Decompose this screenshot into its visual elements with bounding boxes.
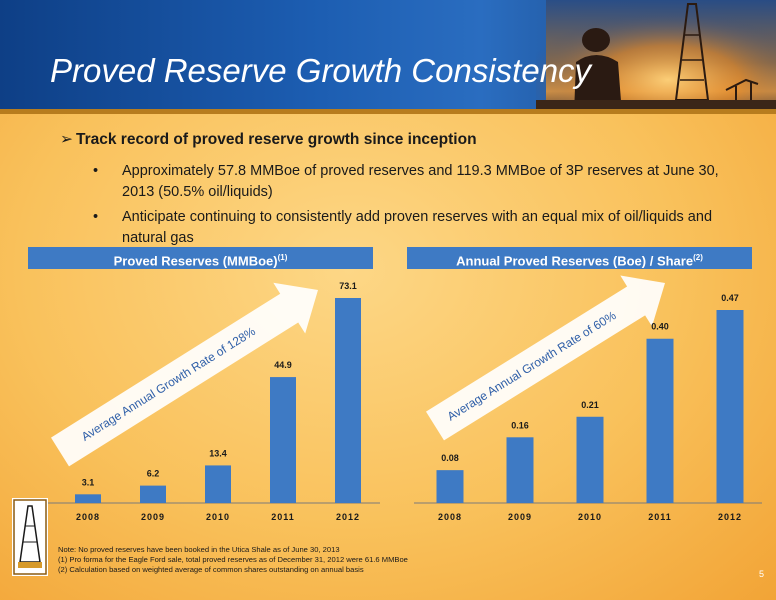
page-title: Proved Reserve Growth Consistency bbox=[50, 52, 592, 89]
bar-2010 bbox=[205, 465, 231, 503]
bar-2012 bbox=[716, 310, 744, 503]
data-label: 0.21 bbox=[581, 400, 599, 410]
header-rule bbox=[0, 109, 776, 114]
footnotes: Note: No proved reserves have been booke… bbox=[58, 545, 618, 575]
data-label: 3.1 bbox=[82, 477, 95, 487]
derrick-logo-icon bbox=[13, 499, 47, 575]
bar-2012 bbox=[335, 298, 361, 503]
chart-title-text: Proved Reserves (MMBoe) bbox=[113, 253, 278, 269]
sub-bullet-1: • Approximately 57.8 MMBoe of proved res… bbox=[93, 161, 735, 203]
bar-2011 bbox=[646, 338, 674, 503]
tick-label: 2010 bbox=[206, 512, 230, 522]
chart-title-left: Proved Reserves (MMBoe)(1) bbox=[28, 247, 373, 269]
bar-2008 bbox=[436, 470, 464, 503]
sub-bullet-text: Approximately 57.8 MMBoe of proved reser… bbox=[122, 163, 719, 200]
bar-2011 bbox=[270, 377, 296, 503]
chart-title-right: Annual Proved Reserves (Boe) / Share(2) bbox=[407, 247, 752, 269]
chart-title-text: Annual Proved Reserves (Boe) / Share bbox=[456, 253, 694, 269]
sub-bullet-2: • Anticipate continuing to consistently … bbox=[93, 207, 735, 249]
sub-bullet-text: Anticipate continuing to consistently ad… bbox=[122, 209, 713, 246]
arrow-bullet-icon: ➢ bbox=[60, 131, 73, 148]
tick-label: 2012 bbox=[336, 512, 360, 522]
page-number: 5 bbox=[758, 569, 764, 579]
growth-arrow-shape bbox=[426, 275, 665, 441]
company-logo bbox=[12, 498, 48, 576]
bar-2009 bbox=[140, 485, 166, 503]
data-label: 44.9 bbox=[274, 360, 292, 370]
note-line: (1) Pro forma for the Eagle Ford sale, t… bbox=[58, 555, 408, 564]
growth-rate-label: Average Annual Growth Rate of 128% bbox=[79, 324, 258, 444]
oil-rig-photo bbox=[536, 0, 776, 114]
data-label: 0.16 bbox=[511, 420, 529, 430]
main-bullet: ➢ Track record of proved reserve growth s… bbox=[60, 130, 477, 149]
growth-arrow-shape bbox=[51, 282, 318, 467]
bullet-dot-icon: • bbox=[93, 163, 99, 179]
data-label: 6.2 bbox=[147, 469, 160, 479]
tick-label: 2011 bbox=[271, 512, 295, 522]
tick-label: 2011 bbox=[648, 512, 672, 522]
chart-title-sup: (2) bbox=[693, 253, 703, 262]
data-label: 0.40 bbox=[651, 322, 669, 332]
data-label: 0.47 bbox=[721, 293, 739, 303]
bar-2010 bbox=[576, 416, 604, 503]
tick-label: 2008 bbox=[76, 512, 100, 522]
bullet-dot-icon: • bbox=[93, 209, 99, 225]
bar-2008 bbox=[75, 494, 101, 503]
note-line: (2) Calculation based on weighted averag… bbox=[58, 565, 364, 574]
tick-label: 2008 bbox=[438, 512, 462, 522]
tick-label: 2009 bbox=[141, 512, 165, 522]
data-label: 73.1 bbox=[339, 281, 357, 291]
main-bullet-text: Track record of proved reserve growth si… bbox=[76, 131, 477, 148]
chart-title-sup: (1) bbox=[277, 253, 288, 262]
data-label: 13.4 bbox=[209, 448, 227, 458]
bar-2009 bbox=[506, 437, 534, 503]
tick-label: 2012 bbox=[718, 512, 742, 522]
data-label: 0.08 bbox=[441, 453, 459, 463]
tick-label: 2009 bbox=[508, 512, 532, 522]
tick-label: 2010 bbox=[578, 512, 602, 522]
note-line: Note: No proved reserves have been booke… bbox=[58, 545, 340, 554]
